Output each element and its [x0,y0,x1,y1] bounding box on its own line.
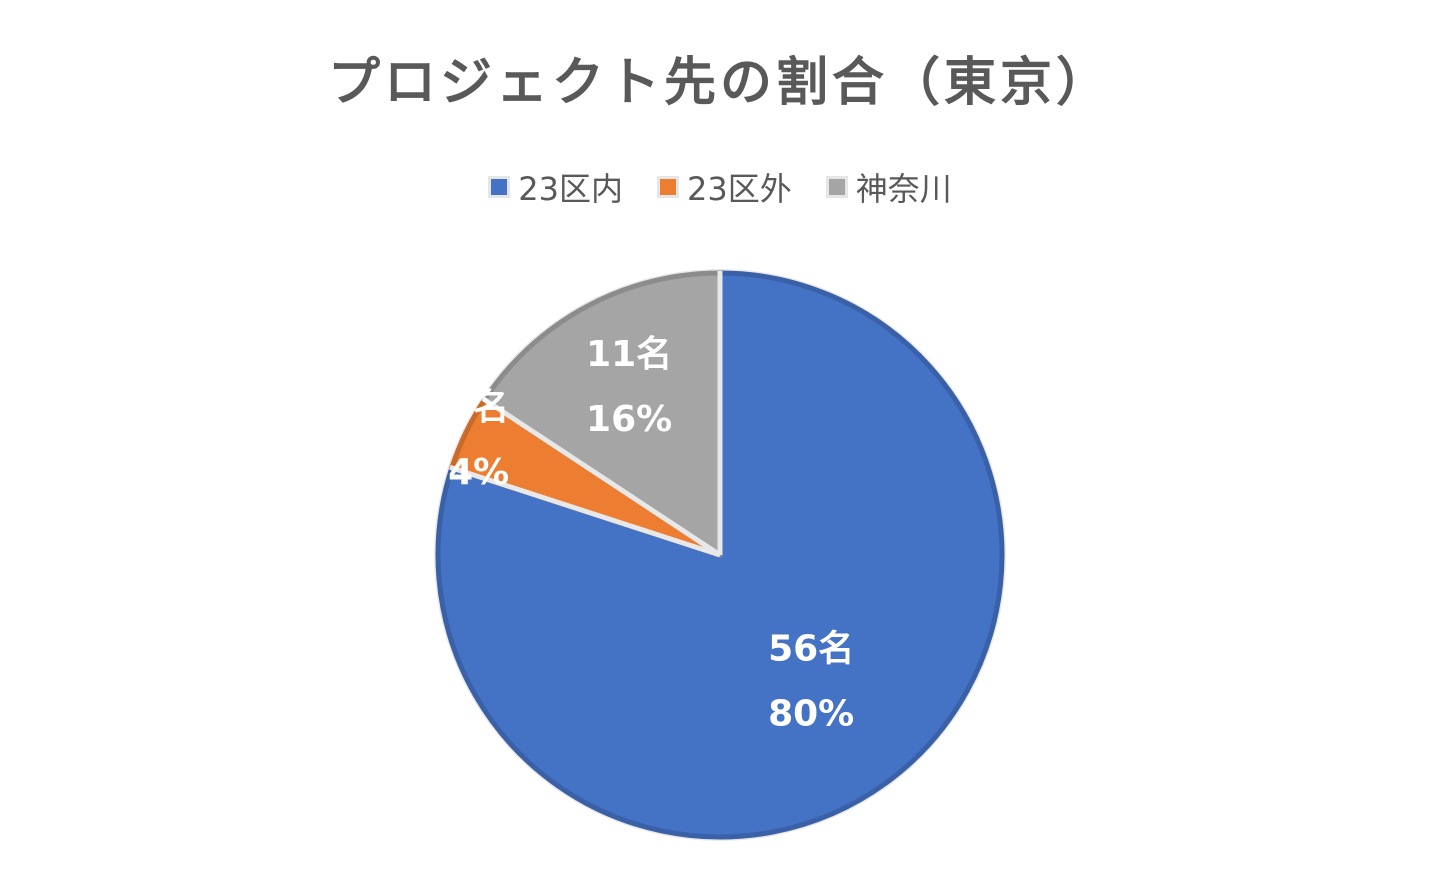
legend-label-kanagawa: 神奈川 [855,170,952,208]
legend-swatch-23ku-gai [656,176,679,198]
legend-item-23ku-nai: 23区内 [488,164,623,210]
data-label-percent-23ku-nai: 80% [768,693,854,734]
legend-label-23ku-nai: 23区内 [518,170,623,208]
data-label-percent-23ku-gai: 4% [448,452,509,493]
legend-item-23ku-gai: 23区外 [656,164,792,210]
pie-separator [481,396,722,558]
chart-title: プロジェクト先の割合（東京） [327,53,1112,113]
chart-legend: 23区内 23区外 神奈川 [0,164,1440,210]
legend-item-kanagawa: 神奈川 [825,164,952,210]
data-label-count-23ku-nai: 56名 [768,628,854,669]
legend-swatch-kanagawa [825,176,848,198]
data-label-percent-kanagawa: 16% [586,399,672,440]
legend-swatch-23ku-nai [488,176,511,198]
data-label-count-kanagawa: 11名 [586,334,672,375]
pie-separator [449,464,721,558]
legend-label-23ku-gai: 23区外 [686,170,792,208]
pie-slice-kanagawa [482,270,723,558]
data-label-count-23ku-gai: 3名 [448,387,509,428]
